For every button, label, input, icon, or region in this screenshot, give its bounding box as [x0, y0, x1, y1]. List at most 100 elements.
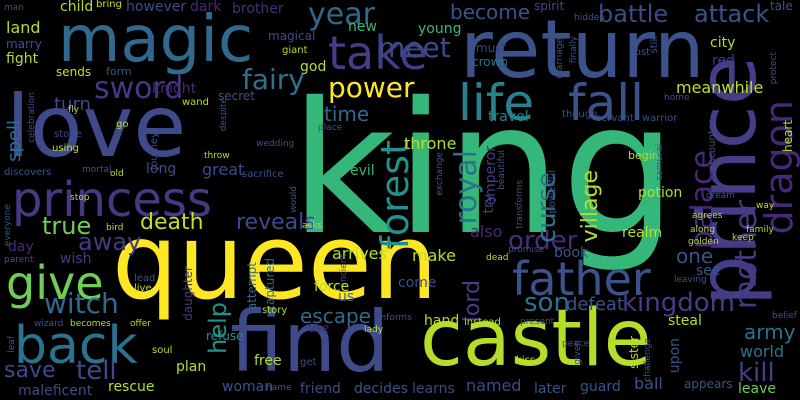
word-marry: marry: [6, 37, 42, 51]
word-heart: heart: [781, 120, 795, 152]
word-return: return: [460, 3, 705, 96]
word-knight: knight: [152, 81, 197, 97]
word-go: go: [116, 119, 129, 130]
word-home: home: [664, 93, 690, 103]
word-save: save: [4, 358, 56, 383]
word-tell: tell: [76, 356, 117, 386]
word-instead: instead: [464, 317, 501, 328]
word-sister: sister: [627, 336, 641, 369]
word-great: great: [202, 160, 245, 179]
word-learns: learns: [412, 381, 455, 397]
word-fly: fly: [68, 105, 79, 115]
word-kingdom: kingdom: [622, 288, 736, 318]
word-love: love: [6, 77, 187, 177]
word-rule: rule: [147, 34, 157, 52]
word-stone: stone: [54, 129, 82, 140]
word-hidden: hidden: [574, 13, 605, 23]
word-friend: friend: [300, 381, 341, 397]
word-try: try: [481, 194, 497, 214]
word-wish: wish: [60, 251, 92, 267]
word-help: help: [204, 302, 232, 354]
word-leaving: leaving: [674, 275, 707, 285]
word-using: using: [52, 143, 80, 154]
word-wizard: wizard: [34, 319, 64, 329]
word-away: away: [78, 228, 142, 256]
word-encounter: encounter: [707, 120, 718, 171]
word-new: new: [348, 19, 377, 35]
word-upon: upon: [667, 338, 683, 374]
word-sends: sends: [56, 65, 92, 79]
word-golden: golden: [688, 237, 719, 247]
word-use: use: [308, 321, 330, 335]
word-spell: spell: [4, 120, 25, 162]
word-get: get: [300, 357, 317, 368]
word-old: old: [110, 169, 124, 179]
word-long: long: [146, 161, 177, 177]
word-despite: despite: [219, 98, 229, 132]
word-castle: castle: [420, 294, 652, 384]
word-soul: soul: [152, 345, 173, 356]
word-form: form: [106, 65, 132, 78]
word-father: father: [512, 252, 651, 306]
word-arrives: arrives: [332, 244, 387, 263]
word-offer: offer: [130, 319, 151, 329]
word-hand: hand: [424, 313, 460, 329]
word-child: child: [60, 0, 94, 15]
word-son: son: [524, 288, 570, 318]
word-wand: wand: [182, 97, 209, 108]
word-asks: asks: [302, 221, 323, 231]
word-forest: forest: [373, 140, 417, 250]
word-marriage: marriage: [555, 38, 565, 79]
word-secret: secret: [218, 89, 255, 103]
word-one: one: [676, 244, 714, 268]
word-meanwhile: meanwhile: [676, 78, 764, 97]
word-becomes: becomes: [70, 319, 111, 329]
word-present: present: [520, 317, 555, 327]
word-land: land: [6, 18, 41, 37]
word-young: young: [418, 21, 462, 37]
word-would: would: [289, 186, 299, 213]
word-see: see: [696, 263, 721, 279]
word-reveals: reveals: [236, 210, 316, 235]
word-magic: magic: [58, 3, 254, 77]
word-us: us: [338, 289, 355, 305]
word-keep: keep: [732, 233, 754, 243]
word-take: take: [328, 26, 428, 80]
word-attempt: attempt: [245, 262, 259, 311]
word-later: later: [534, 381, 567, 397]
word-plan: plan: [176, 359, 207, 375]
word-dream: dream: [706, 191, 736, 201]
word-begin: begin: [628, 149, 659, 162]
word-mother: mother: [729, 200, 764, 310]
word-guard: guard: [580, 379, 621, 395]
word-sword: sword: [94, 71, 184, 106]
word-family: family: [746, 225, 774, 235]
word-mortal: mortal: [82, 165, 112, 175]
word-maleficent: maleficent: [18, 383, 93, 399]
word-day: day: [8, 239, 34, 255]
word-world: world: [740, 342, 785, 361]
word-back: back: [14, 316, 138, 376]
word-royal: royal: [449, 150, 484, 225]
word-live: live: [134, 283, 152, 294]
word-kill: kill: [738, 358, 775, 388]
word-magical: magical: [268, 29, 316, 43]
word-powerful: powerful: [547, 170, 558, 214]
word-though: though: [562, 109, 598, 120]
word-tale: tale: [770, 0, 793, 13]
word-dark: dark: [190, 0, 222, 15]
word-given: given: [573, 340, 583, 365]
word-evil: evil: [350, 163, 375, 179]
word-bring: bring: [96, 0, 122, 10]
word-kiss: kiss: [516, 355, 535, 366]
word-discovers: discovers: [4, 167, 52, 178]
word-daughter: daughter: [181, 266, 195, 321]
word-escape: escape: [300, 304, 371, 328]
word-city: city: [710, 35, 736, 51]
word-battle: battle: [598, 0, 669, 28]
word-sacrifice: sacrifice: [242, 169, 284, 180]
word-celebration: celebration: [27, 92, 37, 143]
word-stop: stop: [70, 193, 90, 203]
word-make: make: [412, 246, 456, 265]
